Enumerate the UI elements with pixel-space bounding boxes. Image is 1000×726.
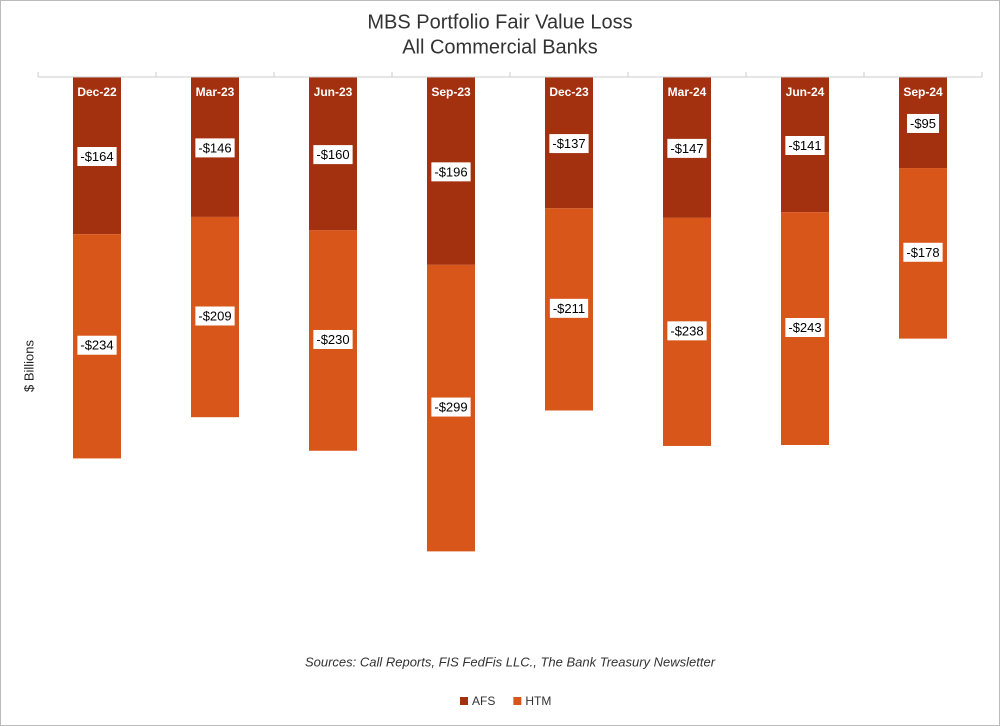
legend-swatch: [513, 697, 522, 705]
data-label-text: -$243: [788, 320, 821, 335]
data-label: -$243: [785, 318, 825, 337]
data-label: -$147: [667, 138, 707, 158]
data-label-box: [195, 306, 235, 326]
data-label: -$299: [431, 397, 471, 417]
data-label-text: -$299: [434, 400, 467, 415]
data-label: -$209: [195, 306, 235, 326]
data-label-box: [195, 138, 235, 158]
data-label: -$137: [549, 134, 589, 154]
data-label-text: -$178: [906, 245, 939, 260]
chart-subtitle: All Commercial Banks: [402, 36, 598, 58]
x-tick-label: Mar-24: [668, 85, 707, 99]
data-label-text: -$230: [316, 332, 349, 347]
data-label-box: [549, 134, 589, 154]
legend-label: HTM: [525, 694, 551, 708]
data-label: -$230: [313, 329, 353, 349]
data-label-box: [667, 321, 707, 341]
x-tick-label: Dec-23: [549, 85, 589, 99]
data-label-text: -$238: [670, 323, 703, 338]
x-tick-label: Jun-24: [786, 85, 825, 99]
data-label-text: -$164: [80, 149, 113, 164]
data-label-text: -$160: [316, 147, 349, 162]
x-tick-label: Sep-24: [903, 85, 943, 99]
data-label-box: [903, 242, 943, 262]
data-label-text: -$95: [910, 116, 936, 131]
data-label-text: -$141: [788, 138, 821, 153]
data-label-box: [549, 298, 589, 318]
x-tick-label: Dec-22: [77, 85, 117, 99]
data-label-box: [77, 147, 117, 167]
data-label: -$141: [785, 136, 825, 155]
data-label-box: [785, 318, 825, 337]
data-label: -$238: [667, 321, 707, 341]
data-label-box: [431, 397, 471, 417]
data-label-text: -$211: [553, 301, 585, 316]
chart-title: MBS Portfolio Fair Value Loss: [367, 11, 632, 33]
data-label-box: [313, 329, 353, 349]
data-label: -$234: [77, 335, 117, 355]
data-label: -$196: [431, 162, 471, 182]
data-label: -$211: [549, 298, 589, 318]
data-label: -$160: [313, 145, 353, 165]
data-label-text: -$137: [552, 136, 585, 151]
y-axis-title: $ Billions: [21, 339, 36, 392]
data-label-box: [313, 145, 353, 165]
legend-label: AFS: [472, 694, 495, 708]
data-label-text: -$146: [198, 140, 231, 155]
source-note: Sources: Call Reports, FIS FedFis LLC., …: [305, 654, 716, 669]
data-label-text: -$209: [198, 309, 231, 324]
x-tick-label: Sep-23: [431, 85, 471, 99]
data-label-box: [431, 162, 471, 182]
legend-swatch: [460, 697, 468, 705]
data-label: -$95: [906, 113, 940, 133]
data-label-text: -$147: [670, 141, 703, 156]
x-tick-label: Jun-23: [314, 85, 353, 99]
data-label-box: [667, 138, 707, 158]
data-label: -$146: [195, 138, 235, 158]
data-label-text: -$234: [80, 338, 113, 353]
data-label-box: [906, 113, 940, 133]
x-tick-label: Mar-23: [196, 85, 235, 99]
data-label-box: [77, 335, 117, 355]
data-label: -$178: [903, 242, 943, 262]
data-label-text: -$196: [434, 164, 467, 179]
data-label: -$164: [77, 147, 117, 167]
data-label-box: [785, 136, 825, 155]
